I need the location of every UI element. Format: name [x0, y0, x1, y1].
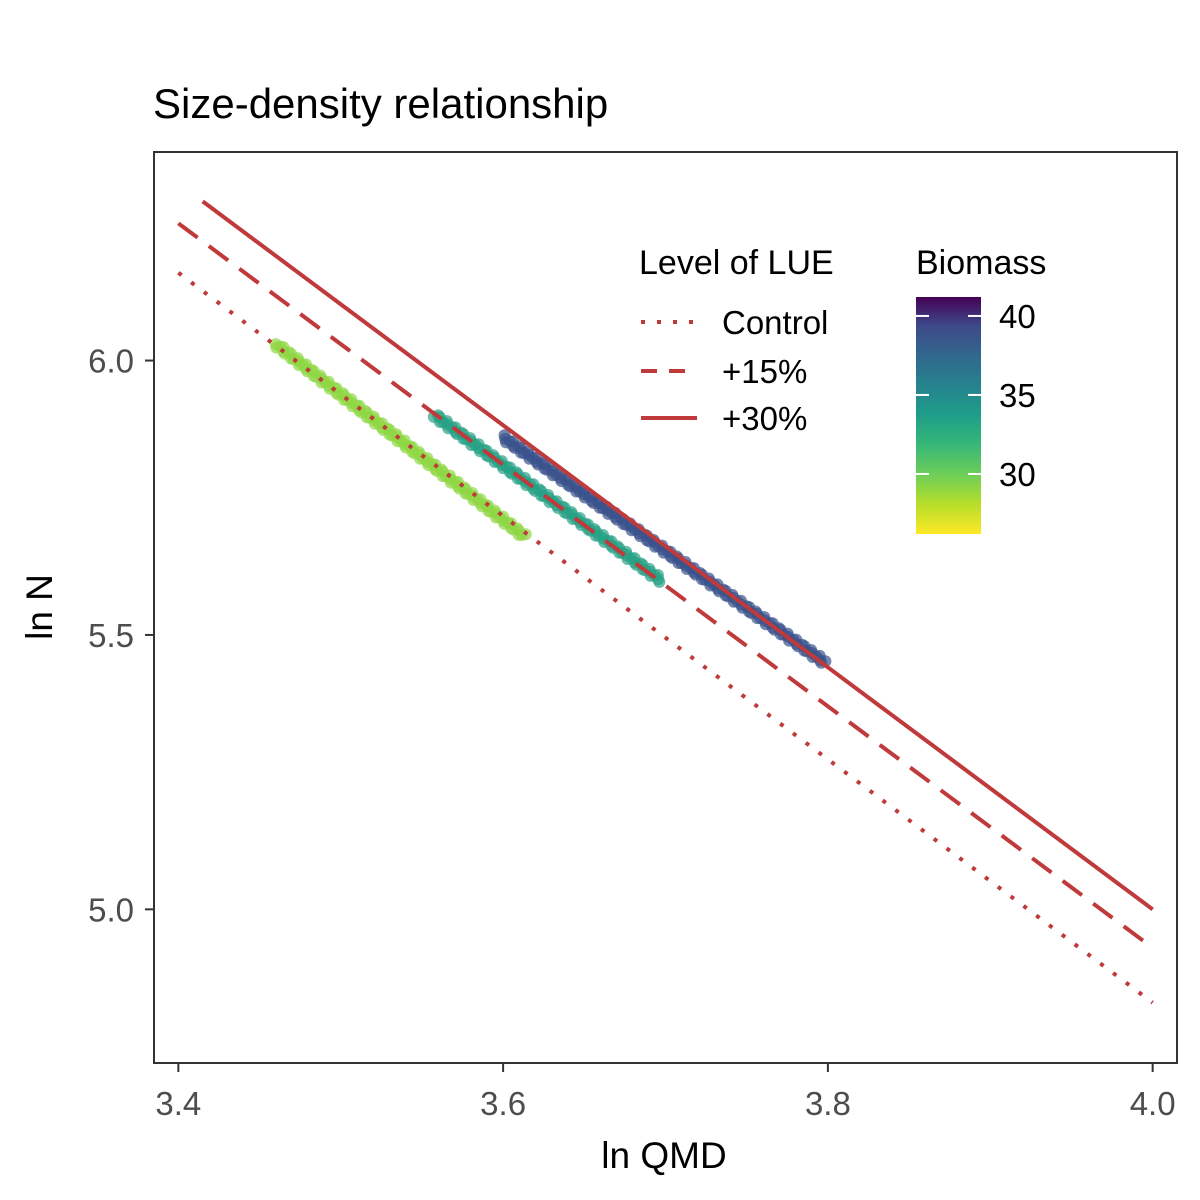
x-tick-label: 4.0 — [1130, 1085, 1176, 1122]
colorbar-tick-label: 30 — [999, 456, 1036, 493]
biomass-colorbar: Biomass 30 35 40 — [916, 244, 1046, 534]
plot-panel — [153, 151, 1178, 1064]
y-tick-label: 6.0 — [88, 343, 134, 380]
legend-label-control: Control — [722, 304, 828, 341]
x-tick-label: 3.6 — [480, 1085, 526, 1122]
lue-legend: Level of LUE Control +15% +30% — [639, 244, 834, 437]
x-tick-label: 3.8 — [805, 1085, 851, 1122]
y-axis-title: ln N — [19, 574, 60, 640]
reference-line — [177, 221, 1154, 950]
x-axis: 3.4 3.6 3.8 4.0 — [155, 1063, 1176, 1122]
reference-line — [201, 199, 1154, 911]
data-point — [653, 575, 666, 588]
y-axis: 5.0 5.5 6.0 — [88, 343, 154, 928]
lines-layer — [177, 199, 1154, 1005]
legend-label-15: +15% — [722, 353, 807, 390]
point-series — [498, 429, 832, 669]
x-axis-title: ln QMD — [601, 1135, 726, 1176]
y-tick-label: 5.0 — [88, 891, 134, 928]
biomass-colorbar-title: Biomass — [916, 244, 1046, 282]
colorbar-ticks: 30 35 40 — [916, 298, 1036, 493]
colorbar-tick-label: 35 — [999, 377, 1036, 414]
colorbar-tick-label: 40 — [999, 298, 1036, 335]
reference-line — [177, 271, 1154, 1005]
points-layer — [269, 338, 832, 669]
chart-title: Size-density relationship — [153, 80, 608, 127]
biomass-colorbar-gradient — [916, 297, 981, 534]
lue-legend-title: Level of LUE — [639, 244, 834, 282]
legend-label-30: +30% — [722, 400, 807, 437]
y-tick-label: 5.5 — [88, 617, 134, 654]
x-tick-label: 3.4 — [155, 1085, 201, 1122]
